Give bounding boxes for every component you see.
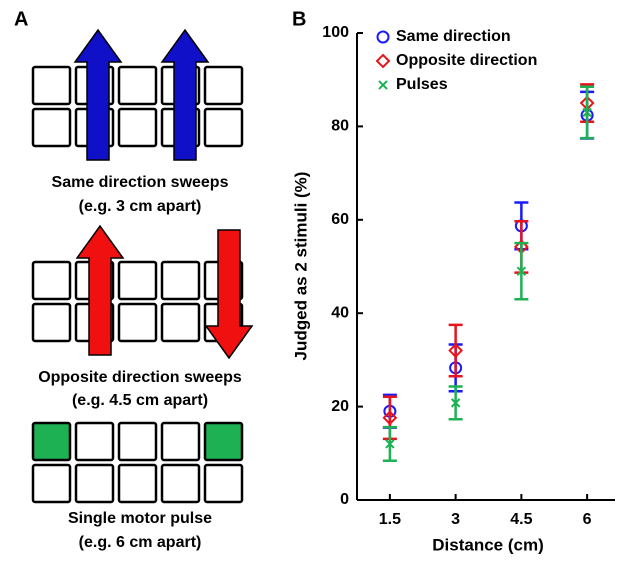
x-tick-label: 3 <box>451 511 460 528</box>
y-tick-label: 60 <box>331 211 349 228</box>
marker <box>382 410 398 426</box>
motor <box>117 107 158 148</box>
caption-title: Opposite direction sweeps <box>38 369 242 386</box>
motor <box>160 302 201 343</box>
caption-subtitle: (e.g. 4.5 cm apart) <box>72 392 208 409</box>
legend-label: Same direction <box>396 28 511 45</box>
motor <box>160 463 201 504</box>
x-tick-label: 1.5 <box>379 511 401 528</box>
motor <box>74 421 115 462</box>
y-axis-label: Judged as 2 stimuli (%) <box>291 172 310 361</box>
panel-label: B <box>292 8 306 30</box>
marker <box>448 343 464 358</box>
motor <box>160 421 201 462</box>
motor <box>74 463 115 504</box>
caption-subtitle: (e.g. 6 cm apart) <box>79 534 202 551</box>
panel-label: A <box>14 8 28 30</box>
motor <box>203 421 244 462</box>
legend-label: Pulses <box>396 76 448 93</box>
motor-arrays <box>31 65 244 504</box>
motor <box>117 421 158 462</box>
x-axis-label: Distance (cm) <box>432 535 543 554</box>
motor <box>117 260 158 301</box>
error-bar <box>448 323 463 378</box>
y-tick-label: 0 <box>340 491 349 508</box>
legend-label: Opposite direction <box>396 52 537 69</box>
caption-title: Same direction sweeps <box>52 174 229 191</box>
caption-title: Single motor pulse <box>68 510 212 527</box>
motor <box>160 260 201 301</box>
x-tick-label: 6 <box>583 511 592 528</box>
marker <box>516 266 527 276</box>
y-tick-label: 20 <box>331 398 349 415</box>
marker <box>582 107 592 118</box>
motor <box>117 463 158 504</box>
motor <box>117 302 158 343</box>
y-tick-label: 80 <box>331 118 349 135</box>
arrows <box>73 28 254 360</box>
y-tick-label: 100 <box>322 24 349 41</box>
motor <box>203 463 244 504</box>
motor <box>203 65 244 106</box>
motor <box>203 107 244 148</box>
motor <box>31 107 72 148</box>
marker <box>378 80 388 90</box>
motor <box>31 260 72 301</box>
marker <box>450 398 461 408</box>
caption-subtitle: (e.g. 3 cm apart) <box>79 198 202 215</box>
motor <box>31 421 72 462</box>
marker <box>375 53 391 69</box>
marker <box>376 30 390 44</box>
motor <box>31 302 72 343</box>
x-tick-label: 4.5 <box>510 511 532 528</box>
motor <box>31 463 72 504</box>
motor <box>117 65 158 106</box>
motor <box>31 65 72 106</box>
y-tick-label: 40 <box>331 304 349 321</box>
marker <box>385 439 395 449</box>
